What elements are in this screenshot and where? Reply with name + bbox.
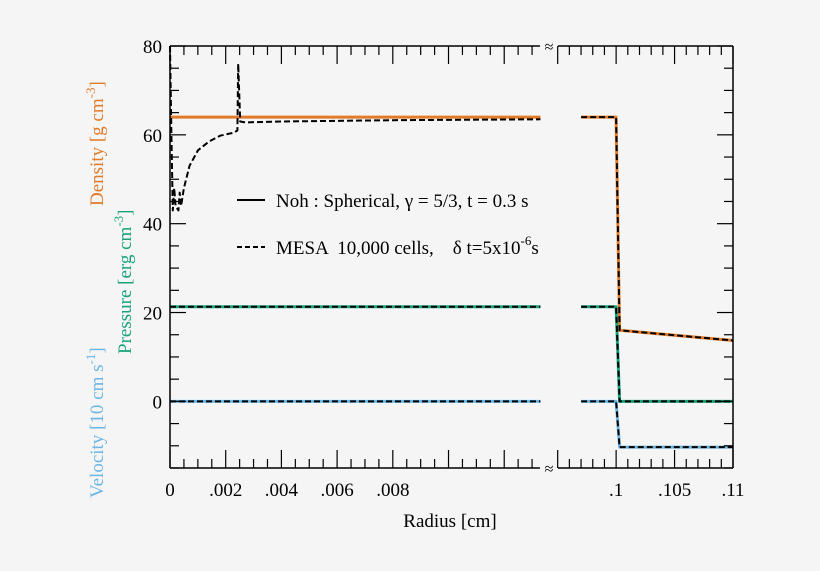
bottom-axis-break: ≈ [545, 461, 554, 478]
legend-dashed-label: MESA 10,000 cells, δ t=5x10-6s [276, 233, 539, 259]
x-tick-label: .006 [320, 480, 353, 501]
density-label-close: ] [87, 81, 108, 87]
y-tick-label: 60 [143, 126, 162, 147]
density-axis-label: Density [g cm-3] [83, 81, 108, 206]
x-tick-label: 0 [165, 480, 175, 501]
velocity-dashed-line [581, 400, 733, 449]
y-axis-labels: Density [g cm-3] Pressure [erg cm-3] Vel… [83, 81, 136, 498]
velocity-label-text: Velocity [10 cm s [87, 364, 108, 498]
y-tick-label: 0 [153, 392, 163, 413]
x-tick-label: .11 [721, 480, 744, 501]
x-tick-label: .008 [376, 480, 409, 501]
pressure-dashed-line [581, 305, 733, 403]
legend-dashed-sup: -6 [521, 233, 532, 248]
legend: Noh : Spherical, γ = 5/3, t = 0.3 s MESA… [237, 191, 539, 259]
x-tick-label: .002 [209, 480, 242, 501]
y-tick-label: 20 [143, 304, 162, 325]
pressure-label-close: ] [115, 209, 136, 215]
pressure-label-text: Pressure [erg cm [115, 226, 136, 354]
velocity-solid-line [581, 399, 733, 449]
x-tick-label: .1 [609, 480, 623, 501]
top-axis-break: ≈ [545, 39, 554, 56]
legend-dashed-text: MESA 10,000 cells, δ t=5x10 [276, 238, 521, 259]
velocity-label-sup: -1 [83, 354, 98, 365]
density-dashed-line [169, 45, 541, 212]
axes: ≈ ≈0 20 40 60 80 0 .002 .004 .006 .008 .1 .105 .11 [143, 37, 745, 501]
x-tick-label: .004 [265, 480, 299, 501]
legend-dashed-tail: s [531, 238, 538, 259]
x-tick-label: .105 [658, 480, 691, 501]
legend-solid-label: Noh : Spherical, γ = 5/3, t = 0.3 s [276, 191, 529, 212]
pressure-solid-line [581, 305, 733, 403]
y-tick-label: 40 [143, 215, 162, 236]
pressure-label-sup: -3 [111, 216, 126, 227]
pressure-axis-label: Pressure [erg cm-3] [111, 209, 136, 354]
plot-marks [169, 45, 734, 449]
density-solid-line [581, 115, 734, 342]
density-label-sup: -3 [83, 88, 98, 99]
x-axis-label: Radius [cm] [403, 511, 496, 532]
y-tick-label: 80 [143, 37, 162, 58]
density-label-text: Density [g cm [87, 98, 108, 206]
velocity-label-close: ] [87, 347, 108, 353]
velocity-axis-label: Velocity [10 cm s-1] [83, 347, 108, 498]
